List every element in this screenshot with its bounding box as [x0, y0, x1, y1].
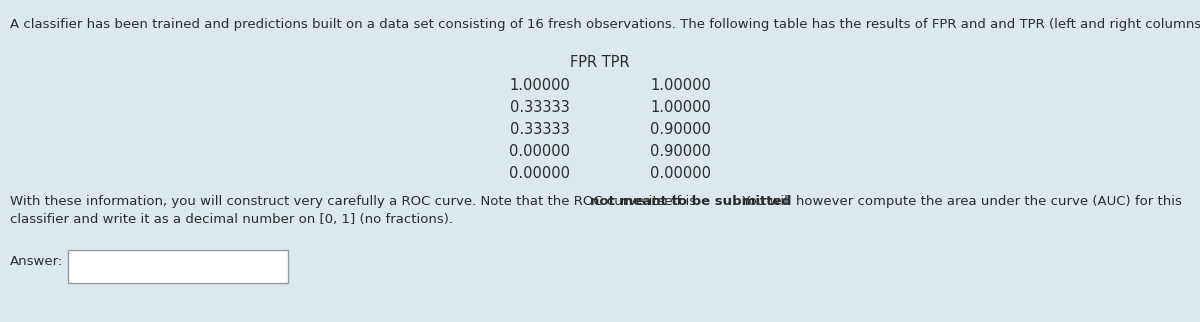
- Text: A classifier has been trained and predictions built on a data set consisting of : A classifier has been trained and predic…: [10, 18, 1200, 31]
- Text: 1.00000: 1.00000: [650, 100, 710, 115]
- Text: 0.33333: 0.33333: [510, 122, 570, 137]
- Text: FPR TPR: FPR TPR: [570, 55, 630, 70]
- Text: 1.00000: 1.00000: [509, 78, 570, 93]
- Text: 0.90000: 0.90000: [650, 122, 710, 137]
- Text: not meant to be submitted: not meant to be submitted: [589, 195, 791, 208]
- Text: classifier and write it as a decimal number on [0, 1] (no fractions).: classifier and write it as a decimal num…: [10, 213, 454, 226]
- Text: 0.00000: 0.00000: [650, 166, 710, 181]
- Text: 0.00000: 0.00000: [509, 144, 570, 159]
- Text: 0.00000: 0.00000: [509, 166, 570, 181]
- FancyBboxPatch shape: [68, 250, 288, 283]
- Text: 0.90000: 0.90000: [650, 144, 710, 159]
- Text: Answer:: Answer:: [10, 255, 64, 268]
- Text: 1.00000: 1.00000: [650, 78, 710, 93]
- Text: . You will however compute the area under the curve (AUC) for this: . You will however compute the area unde…: [734, 195, 1182, 208]
- Text: With these information, you will construct very carefully a ROC curve. Note that: With these information, you will constru…: [10, 195, 701, 208]
- Text: 0.33333: 0.33333: [510, 100, 570, 115]
